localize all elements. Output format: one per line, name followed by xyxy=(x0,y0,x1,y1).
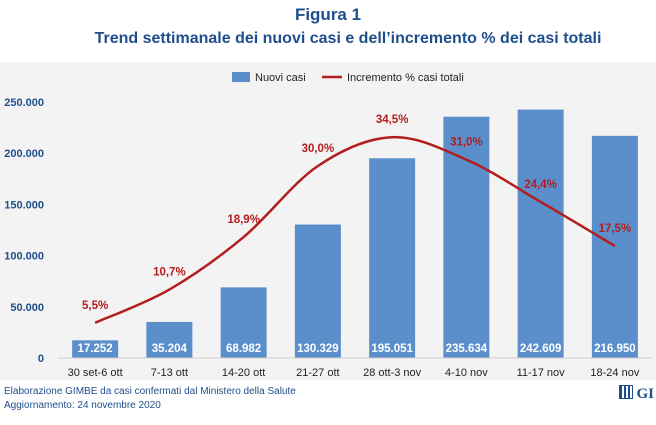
figure-footer: Elaborazione GIMBE da casi confermati da… xyxy=(0,380,656,425)
bar-value-label: 242.609 xyxy=(520,343,562,355)
logo-mark-icon xyxy=(619,385,634,399)
y-tick-label: 250.000 xyxy=(4,97,44,109)
y-tick-label: 100.000 xyxy=(4,251,44,263)
line-value-label: 34,5% xyxy=(376,114,409,126)
bar-value-label: 235.634 xyxy=(446,343,488,355)
chart-svg: Nuovi casi Incremento % casi totali 0 50.0… xyxy=(4,72,652,379)
bar xyxy=(294,224,341,358)
y-axis: 0 50.000 100.000 150.000 200.000 250.000 xyxy=(4,97,44,365)
logo-text: GI xyxy=(636,386,654,402)
bar-value-label: 35.204 xyxy=(152,343,188,355)
bar xyxy=(72,340,119,358)
bar xyxy=(517,109,564,358)
gimbe-logo: GI xyxy=(619,385,654,403)
bar xyxy=(443,116,490,358)
figure-header: Figura 1 Trend settimanale dei nuovi cas… xyxy=(0,0,656,62)
y-tick-label: 0 xyxy=(38,353,44,365)
y-tick-label: 200.000 xyxy=(4,148,44,160)
y-tick-label: 150.000 xyxy=(4,199,44,211)
line-value-label: 31,0% xyxy=(450,137,483,149)
y-tick-label: 50.000 xyxy=(10,302,44,314)
x-tick-label: 11-17 nov xyxy=(517,367,566,379)
figure-label: Figura 1 xyxy=(294,5,362,24)
source-note: Elaborazione GIMBE da casi confermati da… xyxy=(4,386,296,397)
figure-title: Trend settimanale dei nuovi casi e dell’… xyxy=(94,30,602,47)
x-tick-label: 21-27 ott xyxy=(296,367,339,379)
x-axis: 30 set-6 ott 7-13 ott 14-20 ott 21-27 ott 28… xyxy=(68,367,640,379)
line-value-label: 10,7% xyxy=(153,267,186,279)
line-value-label: 24,4% xyxy=(524,179,557,191)
legend-swatch-bars xyxy=(232,72,250,82)
legend-label-line: Incremento % casi totali xyxy=(347,72,464,84)
update-note: Aggiornamento: 24 novembre 2020 xyxy=(4,400,161,411)
bar-value-label: 195.051 xyxy=(371,343,413,355)
x-tick-label: 30 set-6 ott xyxy=(68,367,123,379)
legend-label-bars: Nuovi casi xyxy=(255,72,306,84)
chart-legend: Nuovi casi Incremento % casi totali xyxy=(232,72,464,84)
bar-value-label: 17.252 xyxy=(78,343,113,355)
bar-value-label: 216.950 xyxy=(594,343,636,355)
line-series: 5,5% 10,7% 18,9% 30,0% 34,5% 31,0% 24,4% 17,5% xyxy=(82,114,632,324)
line-value-label: 5,5% xyxy=(82,300,108,312)
line-path xyxy=(94,135,616,324)
bar-value-label: 130.329 xyxy=(297,343,339,355)
line-value-label: 18,9% xyxy=(227,214,260,226)
x-tick-label: 28 ott-3 nov xyxy=(363,367,422,379)
bar xyxy=(146,321,193,358)
x-tick-label: 14-20 ott xyxy=(222,367,265,379)
x-tick-label: 18-24 nov xyxy=(590,367,639,379)
line-value-label: 30,0% xyxy=(302,143,335,155)
x-tick-label: 4-10 nov xyxy=(445,367,488,379)
bar xyxy=(369,158,416,358)
x-tick-label: 7-13 ott xyxy=(151,367,188,379)
bar xyxy=(591,135,638,358)
chart-area: Nuovi casi Incremento % casi totali 0 50.0… xyxy=(0,62,656,380)
bar xyxy=(220,287,267,358)
bar-value-label: 68.982 xyxy=(226,343,261,355)
bar-series: 17.252 35.204 68.982 130.329 195.051 235.634 2… xyxy=(58,109,652,359)
line-value-label: 17,5% xyxy=(599,223,632,235)
